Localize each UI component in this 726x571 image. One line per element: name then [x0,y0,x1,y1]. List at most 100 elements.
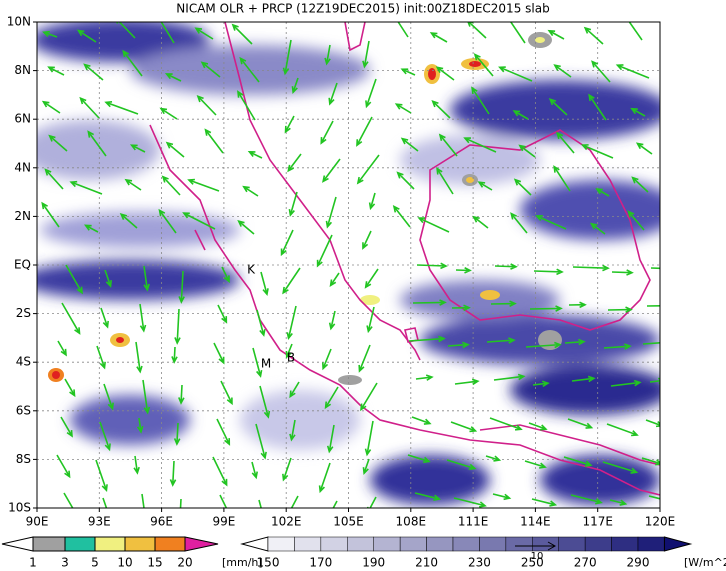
wind-vector [512,110,529,120]
wind-vector [122,49,143,77]
colorbar-label: 3 [61,556,69,570]
wind-vector [438,133,458,157]
wind-vector [325,196,337,229]
wind-vector [194,27,214,40]
colorbar-swatch [399,536,427,552]
grid [37,22,660,508]
wind-vector [407,454,431,464]
wind-vector [431,100,451,119]
colorbar-label: 250 [521,556,544,570]
lat-label: 8S [16,452,31,466]
wind-vector [169,460,177,487]
wind-vector [471,86,490,115]
colorbar-cap [184,536,219,552]
wind-vector [524,460,547,469]
colorbar-unit: [mm/h] [222,556,263,569]
wind-vector [57,340,67,357]
wind-vector [556,131,575,154]
wind-vector [83,63,104,81]
wind-vector [231,23,253,45]
wind-vector [324,44,331,66]
colorbar-swatch [452,536,480,552]
wind-vector [247,151,263,159]
wind-vector [99,421,111,452]
wind-vector [280,229,294,257]
wind-vector [284,115,295,134]
colorbar-label: 230 [468,556,491,570]
wind-vector [160,22,175,44]
wind-vector [200,61,221,78]
wind-vector [139,303,147,333]
wind-vector [288,191,298,217]
wind-vector [392,205,411,228]
wind-vector [417,217,450,233]
colorbar-cap [1,536,34,552]
wind-vector [242,185,259,197]
lat-label: 4N [14,160,31,174]
wind-vector [239,56,260,83]
wind-vector [607,306,633,313]
colorbar-swatch [64,536,96,552]
wind-vector [588,93,607,121]
wind-vector [282,457,292,482]
wind-vector [182,212,216,230]
wind-vector [165,141,185,158]
wind-vector [513,178,532,196]
wind-vector [65,264,83,295]
wind-vector [332,500,338,508]
axes: 90E 93E 96E 99E 102E 105E 108E 111E 114E 117E 120E… [7,15,676,529]
colorbar-swatch [532,536,559,552]
wind-vector [41,201,60,228]
wind-vector [220,380,233,406]
wind-vector [436,166,454,195]
wind-vector [258,499,262,508]
wind-vector [360,382,378,412]
colorbar-swatch [558,536,586,552]
wind-vector [318,462,331,494]
wind-vector [498,66,533,82]
wind-vector [251,461,259,480]
wind-vector [320,120,334,145]
wind-vector [143,265,150,292]
lon-label: 96E [150,515,173,529]
wind-vector [609,499,628,506]
wind-vector [368,192,376,211]
wind-vector [362,230,372,250]
map-marker: K [247,263,256,277]
wind-vector [326,424,335,454]
wind-vector [173,422,181,446]
wind-vector [364,268,379,289]
wind-vector [529,305,563,312]
wind-vector [489,417,523,431]
wind-vector [290,495,299,508]
lon-label: 90E [26,515,49,529]
wind-vector [400,68,416,76]
wind-vector [133,455,140,475]
colorbar-swatch [637,536,665,552]
wind-vector [446,459,477,471]
wind-vector [548,98,568,116]
colorbar-label: 150 [257,556,280,570]
wind-vector [366,496,377,508]
wind-vector [477,181,493,191]
wind-vector [531,498,558,507]
wind-vector [252,347,263,378]
wind-vector [356,116,373,147]
wind-vector [259,385,271,419]
wind-vector [321,348,332,371]
wind-vector [60,416,73,438]
lon-label: 108E [396,515,427,529]
olr-colorbar: 150 170 190 210 230 250 270 290 [W/m^2] [240,536,726,570]
wind-vector [103,383,114,411]
precip-colorbar: 1 3 5 10 15 20 [mm/h] [1,536,263,570]
wind-vector [56,454,71,479]
wind-vector [83,224,99,233]
wind-vector [41,100,61,114]
colorbar-swatch [124,536,156,552]
lon-label: 117E [582,515,613,529]
wind-vector [141,493,147,508]
wind-vector [450,421,478,433]
wind-vector [63,492,74,508]
lat-label: 2S [16,306,31,320]
wind-vector [255,423,267,460]
